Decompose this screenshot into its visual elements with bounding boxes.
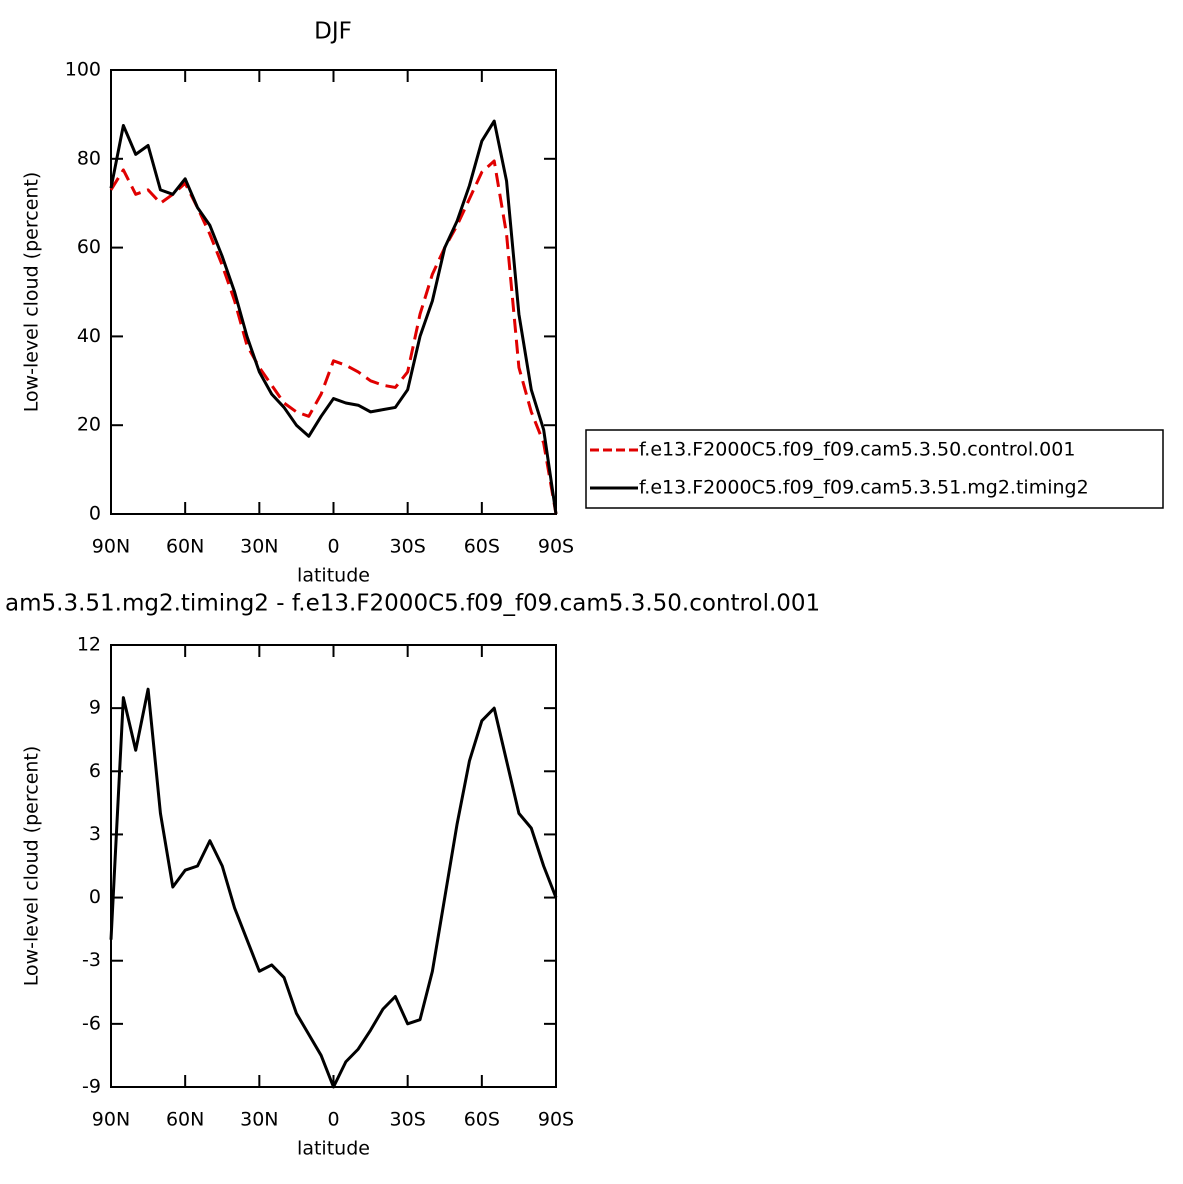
y-tick-label: -9 xyxy=(82,1076,101,1098)
y-tick-label: 6 xyxy=(89,760,101,782)
y-tick-label: 3 xyxy=(89,823,101,845)
x-tick-label: 0 xyxy=(327,1109,339,1131)
x-tick-label: 30N xyxy=(240,536,278,558)
x-axis-label: latitude xyxy=(297,565,370,587)
y-tick-label: 60 xyxy=(77,236,101,258)
y-axis-label: Low-level cloud (percent) xyxy=(21,172,43,413)
y-axis-label: Low-level cloud (percent) xyxy=(21,746,43,987)
y-tick-label: 20 xyxy=(77,414,101,436)
y-tick-label: 9 xyxy=(89,697,101,719)
x-tick-label: 30N xyxy=(240,1109,278,1131)
chart-title: DJF xyxy=(314,19,352,45)
legend-label: f.e13.F2000C5.f09_f09.cam5.3.50.control.… xyxy=(639,439,1075,461)
x-tick-label: 90S xyxy=(538,536,574,558)
plot-frame xyxy=(110,69,557,515)
y-tick-label: 12 xyxy=(77,634,101,656)
y-tick-label: 0 xyxy=(89,503,101,525)
x-tick-label: 60S xyxy=(464,536,500,558)
chart-title: am5.3.51.mg2.timing2 - f.e13.F2000C5.f09… xyxy=(5,591,820,617)
y-tick-label: -6 xyxy=(82,1012,101,1034)
y-tick-label: 40 xyxy=(77,325,101,347)
y-tick-label: -3 xyxy=(82,949,101,971)
x-tick-label: 60N xyxy=(166,536,204,558)
x-tick-label: 90N xyxy=(92,1109,130,1131)
x-tick-label: 0 xyxy=(327,536,339,558)
x-tick-label: 30S xyxy=(390,536,426,558)
x-tick-label: 30S xyxy=(390,1109,426,1131)
x-tick-label: 90S xyxy=(538,1109,574,1131)
x-tick-label: 60N xyxy=(166,1109,204,1131)
series-line xyxy=(109,119,558,515)
x-tick-label: 90N xyxy=(92,536,130,558)
legend-box xyxy=(585,429,1164,509)
x-tick-label: 60S xyxy=(464,1109,500,1131)
series-line xyxy=(109,159,558,515)
y-tick-label: 0 xyxy=(89,886,101,908)
y-tick-label: 100 xyxy=(65,59,101,81)
series-line xyxy=(109,687,558,1089)
y-tick-label: 80 xyxy=(77,147,101,169)
legend-label: f.e13.F2000C5.f09_f09.cam5.3.51.mg2.timi… xyxy=(639,477,1089,499)
x-axis-label: latitude xyxy=(297,1138,370,1160)
